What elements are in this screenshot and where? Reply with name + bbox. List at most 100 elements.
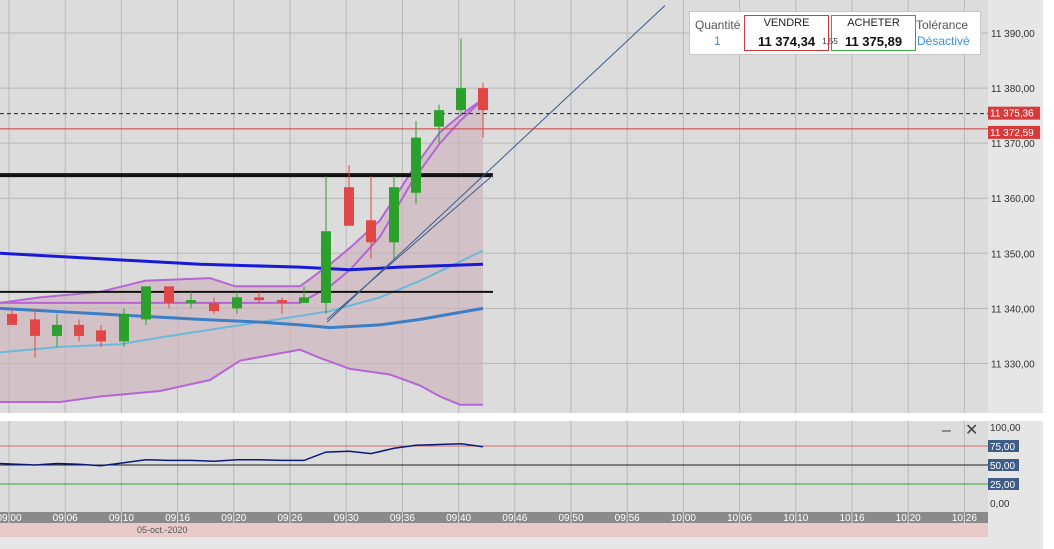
- price-tick-label: 11 340,00: [991, 304, 1035, 315]
- time-tick-label: 10:00: [671, 513, 696, 524]
- candle-body: [434, 110, 444, 127]
- sell-price: 11 374,34: [757, 34, 816, 49]
- time-tick-label: 09:56: [615, 513, 640, 524]
- quantity-input[interactable]: 1: [714, 34, 721, 48]
- candle-body: [344, 187, 354, 226]
- ma-dark-line: [0, 251, 484, 272]
- time-tick-label: 09:30: [334, 513, 359, 524]
- tolerance-label: Tolérance: [916, 18, 969, 32]
- candle-body: [232, 297, 242, 309]
- bollinger-upper-line: [0, 98, 484, 304]
- osc-tick-label: 0,00: [990, 499, 1010, 510]
- price-tag-label: 11 375,36: [990, 109, 1034, 120]
- oscillator-grid: [8, 421, 965, 512]
- time-tick-label: 10:20: [896, 513, 921, 524]
- candle-body: [299, 297, 309, 303]
- oscillator-levels: [0, 445, 988, 485]
- candle-body: [456, 88, 466, 111]
- moving-averages: [0, 249, 484, 354]
- date-strip: [0, 523, 988, 537]
- osc-tick-box: [988, 478, 1019, 490]
- spread-value: 1,55: [822, 37, 838, 46]
- quantity-label: Quantité: [695, 18, 741, 32]
- candle-body: [52, 324, 62, 336]
- osc-tick-box: [988, 440, 1019, 452]
- sell-button[interactable]: VENDRE 11 374,34: [744, 15, 829, 51]
- panel-divider[interactable]: [0, 413, 1054, 421]
- time-tick-label: 09:16: [165, 513, 190, 524]
- oscillator-axis: 100,00 75,00 50,00 25,00 0,00: [988, 423, 1021, 510]
- candle-body: [141, 286, 151, 320]
- osc-tick-box: [988, 459, 1019, 471]
- time-tick-label: 09:20: [221, 513, 246, 524]
- buy-label: ACHETER: [847, 17, 900, 29]
- session-date: 05-oct.-2020: [137, 525, 188, 535]
- buy-button[interactable]: ACHETER 11 375,89: [831, 15, 916, 51]
- candle-body: [119, 313, 129, 342]
- time-tick-label: 09:40: [446, 513, 471, 524]
- candle-body: [478, 88, 488, 111]
- time-tick-label: 09:36: [390, 513, 415, 524]
- time-tick-label: 10:06: [727, 513, 752, 524]
- price-tags: 11 375,36 11 372,59: [988, 106, 1040, 139]
- horizontal-levels[interactable]: [0, 113, 988, 293]
- candle-body: [30, 319, 40, 336]
- candle-body: [254, 297, 264, 301]
- price-tick-label: 11 370,00: [991, 139, 1035, 150]
- candles: [7, 38, 488, 358]
- order-panel: Quantité 1 VENDRE 11 374,34 1,55 ACHETER…: [689, 11, 981, 55]
- minimize-panel-button[interactable]: –: [942, 422, 951, 439]
- time-tick-label: 10:26: [952, 513, 977, 524]
- ma-mid-line: [0, 306, 484, 330]
- price-tick-label: 11 350,00: [991, 249, 1035, 260]
- buy-price: 11 375,89: [844, 34, 903, 49]
- time-tick-label: 09:06: [53, 513, 78, 524]
- candle-body: [164, 286, 174, 303]
- candle-body: [7, 313, 17, 325]
- price-tag-label: 11 372,59: [990, 128, 1034, 139]
- bollinger-lower-line: [0, 348, 483, 406]
- candle-body: [186, 300, 196, 303]
- time-tick-label: 09:10: [109, 513, 134, 524]
- candle-body: [321, 231, 331, 303]
- oscillator-chart[interactable]: 100,00 75,00 50,00 25,00 0,00 09:00 09:06 09:1…: [0, 421, 1054, 549]
- candle-body: [277, 300, 287, 303]
- time-tick-label: 09:46: [502, 513, 527, 524]
- trendline: [326, 5, 666, 323]
- time-tick-label: 09:26: [277, 513, 302, 524]
- price-tick-label: 11 380,00: [991, 84, 1035, 95]
- price-tick-label: 11 330,00: [991, 359, 1035, 370]
- osc-tick-label: 100,00: [990, 423, 1021, 434]
- oscillator-background: [0, 421, 988, 512]
- close-panel-button[interactable]: ✕: [965, 422, 979, 439]
- candle-body: [96, 330, 106, 342]
- right-edge: [1043, 0, 1054, 549]
- time-tick-label: 10:10: [783, 513, 808, 524]
- price-axis-background: [988, 0, 1043, 413]
- price-axis: 11 390,00 11 380,00 11 370,00 11 360,00 11 3…: [991, 29, 1035, 370]
- price-chart[interactable]: 11 390,00 11 380,00 11 370,00 11 360,00 11 3…: [0, 0, 1054, 413]
- sell-label: VENDRE: [763, 17, 810, 29]
- time-tick-label: 10:16: [839, 513, 864, 524]
- tolerance-toggle[interactable]: Désactivé: [917, 34, 970, 48]
- time-axis: 09:00 09:06 09:10 09:16 09:20 09:26 09:30 09:36…: [0, 512, 977, 524]
- oscillator-axis-background: [988, 421, 1043, 523]
- osc-tick-label: 50,00: [990, 461, 1015, 472]
- time-axis-background: [0, 512, 988, 523]
- oscillator-series: [0, 442, 484, 467]
- candle-body: [411, 137, 421, 193]
- time-tick-label: 09:00: [0, 513, 22, 524]
- candle-body: [366, 220, 376, 243]
- osc-tick-label: 25,00: [990, 480, 1015, 491]
- time-tick-label: 09:50: [558, 513, 583, 524]
- price-tick-label: 11 360,00: [991, 194, 1035, 205]
- candle-body: [74, 324, 84, 336]
- oscillator-line: [0, 442, 484, 467]
- price-tag-box: [988, 106, 1040, 120]
- candle-body: [389, 187, 399, 243]
- osc-tick-label: 75,00: [990, 442, 1015, 453]
- price-tick-label: 11 390,00: [991, 29, 1035, 40]
- trendline-parallel: [326, 174, 494, 320]
- candle-body: [209, 302, 219, 312]
- trendlines[interactable]: [326, 5, 666, 323]
